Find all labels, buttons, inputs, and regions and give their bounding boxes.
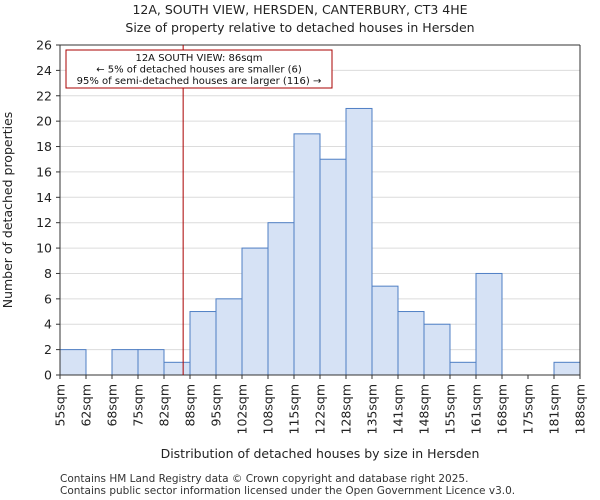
histogram-bar — [267, 222, 295, 376]
histogram-bar — [137, 349, 165, 376]
x-tick-label: 102sqm — [235, 384, 250, 434]
y-tick-label: 18 — [36, 139, 52, 154]
footer-line-2: Contains public sector information licen… — [60, 485, 516, 497]
x-tick-label: 188sqm — [573, 384, 588, 434]
footer-line-1: Contains HM Land Registry data © Crown c… — [60, 473, 469, 485]
x-tick-label: 95sqm — [209, 384, 224, 427]
y-tick-label: 0 — [44, 368, 52, 383]
x-tick-label: 128sqm — [339, 384, 354, 434]
x-tick-label: 88sqm — [183, 384, 198, 427]
x-tick-label: 135sqm — [365, 384, 380, 434]
annotation-line: 12A SOUTH VIEW: 86sqm — [135, 53, 262, 64]
x-tick-label: 141sqm — [391, 384, 406, 434]
histogram-bar — [293, 133, 321, 376]
histogram-bar — [423, 323, 451, 376]
x-tick-label: 82sqm — [157, 384, 172, 427]
x-tick-label: 68sqm — [105, 384, 120, 427]
chart-subtitle: Size of property relative to detached ho… — [125, 20, 475, 35]
histogram-bar — [397, 311, 425, 376]
histogram-bar — [163, 361, 191, 376]
histogram-bar — [345, 107, 373, 376]
y-tick-label: 4 — [44, 317, 52, 332]
histogram-bar — [319, 158, 347, 376]
histogram-bar — [215, 298, 243, 376]
annotation-line: 95% of semi-detached houses are larger (… — [77, 76, 322, 87]
x-tick-label: 122sqm — [313, 384, 328, 434]
histogram-bar — [553, 361, 581, 376]
y-tick-label: 14 — [36, 190, 52, 205]
histogram-bar — [449, 361, 477, 376]
y-tick-label: 10 — [36, 241, 52, 256]
x-tick-label: 108sqm — [261, 384, 276, 434]
y-tick-label: 2 — [44, 342, 52, 357]
annotation-line: ← 5% of detached houses are smaller (6) — [96, 65, 302, 76]
y-tick-label: 8 — [44, 266, 52, 281]
y-tick-label: 12 — [36, 215, 52, 230]
histogram-bar — [59, 349, 87, 376]
x-tick-label: 62sqm — [79, 384, 94, 427]
x-tick-label: 55sqm — [53, 384, 68, 427]
annotation-box — [65, 49, 333, 89]
y-tick-label: 6 — [44, 291, 52, 306]
x-tick-label: 175sqm — [521, 384, 536, 434]
x-tick-label: 75sqm — [131, 384, 146, 427]
y-tick-label: 20 — [36, 114, 52, 129]
histogram-bar — [371, 285, 399, 376]
y-axis-label: Number of detached properties — [0, 112, 15, 309]
y-tick-label: 16 — [36, 164, 52, 179]
x-tick-label: 155sqm — [443, 384, 458, 434]
y-tick-label: 26 — [36, 38, 52, 53]
histogram-bar — [111, 349, 139, 376]
x-axis-label: Distribution of detached houses by size … — [161, 446, 480, 461]
x-tick-label: 161sqm — [469, 384, 484, 434]
y-tick-label: 22 — [36, 88, 52, 103]
x-tick-label: 168sqm — [495, 384, 510, 434]
chart-title: 12A, SOUTH VIEW, HERSDEN, CANTERBURY, CT… — [132, 2, 468, 17]
histogram-bar — [189, 311, 217, 376]
histogram-bar — [241, 247, 269, 376]
histogram-bar — [475, 272, 503, 376]
x-tick-label: 148sqm — [417, 384, 432, 434]
x-tick-label: 181sqm — [547, 384, 562, 434]
x-tick-label: 115sqm — [287, 384, 302, 434]
y-tick-label: 24 — [36, 63, 52, 78]
